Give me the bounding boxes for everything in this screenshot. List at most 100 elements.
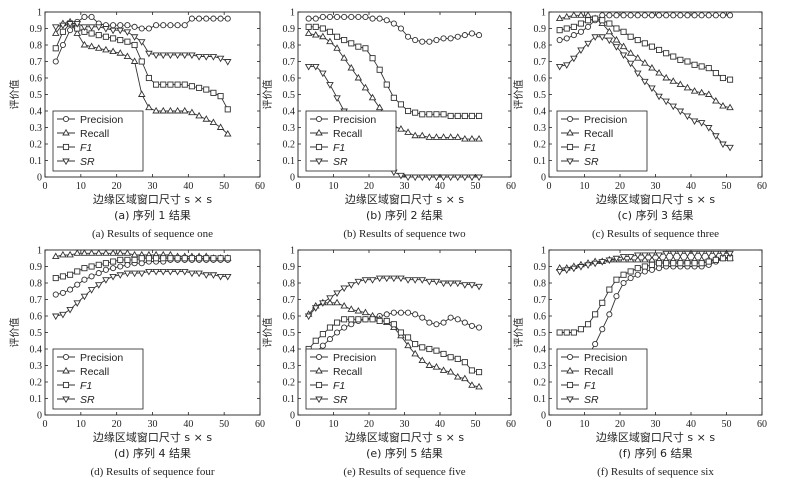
series-sr [304, 275, 483, 321]
data-point [648, 266, 656, 273]
legend-marker [566, 128, 574, 136]
legend-entry: Precision [80, 114, 123, 126]
data-point [712, 250, 720, 258]
data-point [188, 15, 195, 22]
data-point [419, 111, 426, 118]
data-point [124, 22, 131, 29]
data-point [620, 271, 627, 278]
legend-entry: SR [584, 394, 599, 406]
data-point [662, 73, 670, 81]
y-tick-label: 0.8 [30, 41, 43, 52]
data-point [461, 374, 469, 382]
y-tick-label: 0.8 [534, 279, 547, 290]
data-point [599, 299, 606, 306]
x-tick-label: 50 [471, 419, 481, 430]
data-point [59, 22, 67, 30]
data-point [109, 273, 117, 281]
data-point [181, 22, 188, 29]
data-point [311, 30, 320, 38]
data-point [180, 106, 189, 114]
data-point [160, 22, 167, 29]
chart-panel-5: 00.10.20.30.40.50.60.70.80.910 10 20 30 40 50… [261, 246, 516, 479]
data-point [468, 174, 476, 182]
data-point [138, 25, 145, 32]
data-point [676, 108, 685, 116]
data-point [425, 133, 434, 140]
data-point [166, 106, 175, 114]
data-point [203, 86, 210, 93]
data-point [620, 12, 627, 19]
data-point [304, 63, 313, 71]
y-tick-label: 0.5 [283, 328, 296, 339]
data-point [663, 50, 670, 57]
data-point [88, 263, 95, 270]
series-recall [304, 29, 483, 142]
data-point [555, 14, 564, 22]
data-point [397, 309, 405, 316]
series-line [55, 270, 228, 317]
data-point [641, 78, 649, 86]
data-point [376, 66, 383, 73]
data-point [334, 33, 341, 40]
data-point [606, 12, 613, 19]
x-tick-label: 50 [471, 181, 481, 192]
data-point [110, 265, 117, 272]
data-point [188, 270, 196, 278]
data-point [130, 270, 139, 278]
legend-entry: Recall [584, 366, 613, 378]
data-point [173, 52, 182, 60]
data-point [361, 83, 370, 91]
legend-marker [566, 353, 574, 361]
data-point [188, 108, 196, 116]
y-tick-label: 0 [37, 411, 42, 422]
y-tick-label: 0.8 [30, 279, 43, 290]
x-axis-label: 边缘区域窗口尺寸 s × s [345, 430, 464, 444]
y-tick-label: 0.1 [283, 394, 296, 405]
data-point [223, 129, 232, 137]
data-point [453, 133, 462, 140]
data-point [173, 269, 182, 276]
y-tick-label: 0 [541, 411, 546, 422]
legend-marker [566, 143, 574, 151]
legend-marker [315, 158, 323, 166]
y-tick-label: 1 [290, 8, 295, 19]
data-point [683, 113, 692, 121]
data-point [109, 47, 117, 55]
y-tick-label: 0.3 [283, 361, 296, 372]
chart-panel-4: 00.10.20.30.40.50.60.70.80.910 10 20 30 40 50… [8, 246, 265, 479]
data-point [88, 30, 95, 37]
data-point [109, 27, 117, 35]
data-point [383, 317, 390, 325]
data-point [224, 106, 231, 113]
data-point [446, 174, 455, 182]
data-point [412, 37, 419, 44]
y-tick-label: 0.5 [283, 90, 296, 101]
y-tick-label: 0.9 [534, 262, 547, 273]
data-point [570, 11, 578, 18]
data-point [570, 32, 577, 39]
x-tick-label: 0 [547, 419, 552, 430]
caption-chinese: (c) 序列 3 结果 [617, 208, 693, 222]
data-point [80, 40, 89, 48]
caption-english: (f) Results of sequence six [597, 466, 714, 478]
y-tick-label: 0.1 [30, 156, 43, 167]
legend-entry: SR [333, 156, 348, 168]
y-tick-label: 0.6 [283, 312, 296, 323]
data-point [433, 37, 440, 44]
data-point [633, 252, 642, 260]
data-point [577, 47, 585, 55]
data-point [87, 24, 96, 31]
data-point [475, 283, 483, 291]
data-point [727, 12, 734, 19]
data-point [440, 319, 447, 326]
data-point [432, 174, 441, 182]
data-point [453, 174, 462, 182]
legend-entry: F1 [333, 142, 345, 154]
legend: Precision Recall F1 SR [305, 348, 397, 410]
series-f1 [52, 255, 231, 282]
data-point [319, 342, 326, 349]
data-point [620, 28, 627, 35]
data-point [333, 290, 341, 298]
data-point [202, 54, 211, 61]
data-point [634, 12, 641, 19]
